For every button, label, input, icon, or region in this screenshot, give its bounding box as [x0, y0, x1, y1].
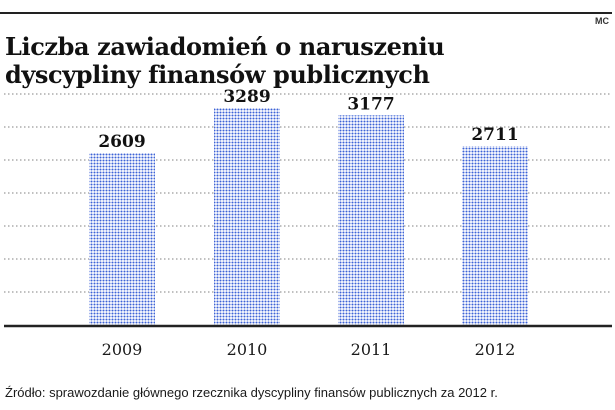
chart-title-line-2: dyscypliny finansów publicznych	[5, 60, 430, 89]
value-label-2010: 3289	[223, 87, 270, 107]
value-label-2012: 2711	[471, 125, 518, 145]
x-tick-2012: 2012	[475, 340, 516, 359]
source-note: Źródło: sprawozdanie głównego rzecznika …	[5, 385, 498, 400]
credit-label: MC	[595, 16, 609, 26]
bar-chart: 2609 3289 3177 2711 2009 2010 2011 2012	[4, 87, 612, 359]
bar-2012	[462, 146, 528, 325]
bar-2010	[214, 107, 280, 326]
chart-title-line-1: Liczba zawiadomień o naruszeniu	[5, 32, 445, 61]
chart-title: Liczba zawiadomień o naruszeniu dyscypli…	[5, 33, 565, 89]
value-labels: 2609 3289 3177 2711	[98, 87, 518, 152]
bars	[89, 107, 528, 326]
x-tick-labels: 2009 2010 2011 2012	[102, 340, 516, 359]
x-tick-2009: 2009	[102, 340, 143, 359]
x-tick-2011: 2011	[351, 340, 392, 359]
value-label-2011: 3177	[347, 94, 394, 114]
bar-2011	[338, 115, 404, 326]
bar-2009	[89, 152, 155, 325]
top-rule	[0, 12, 612, 14]
value-label-2009: 2609	[98, 132, 145, 152]
x-tick-2010: 2010	[227, 340, 268, 359]
